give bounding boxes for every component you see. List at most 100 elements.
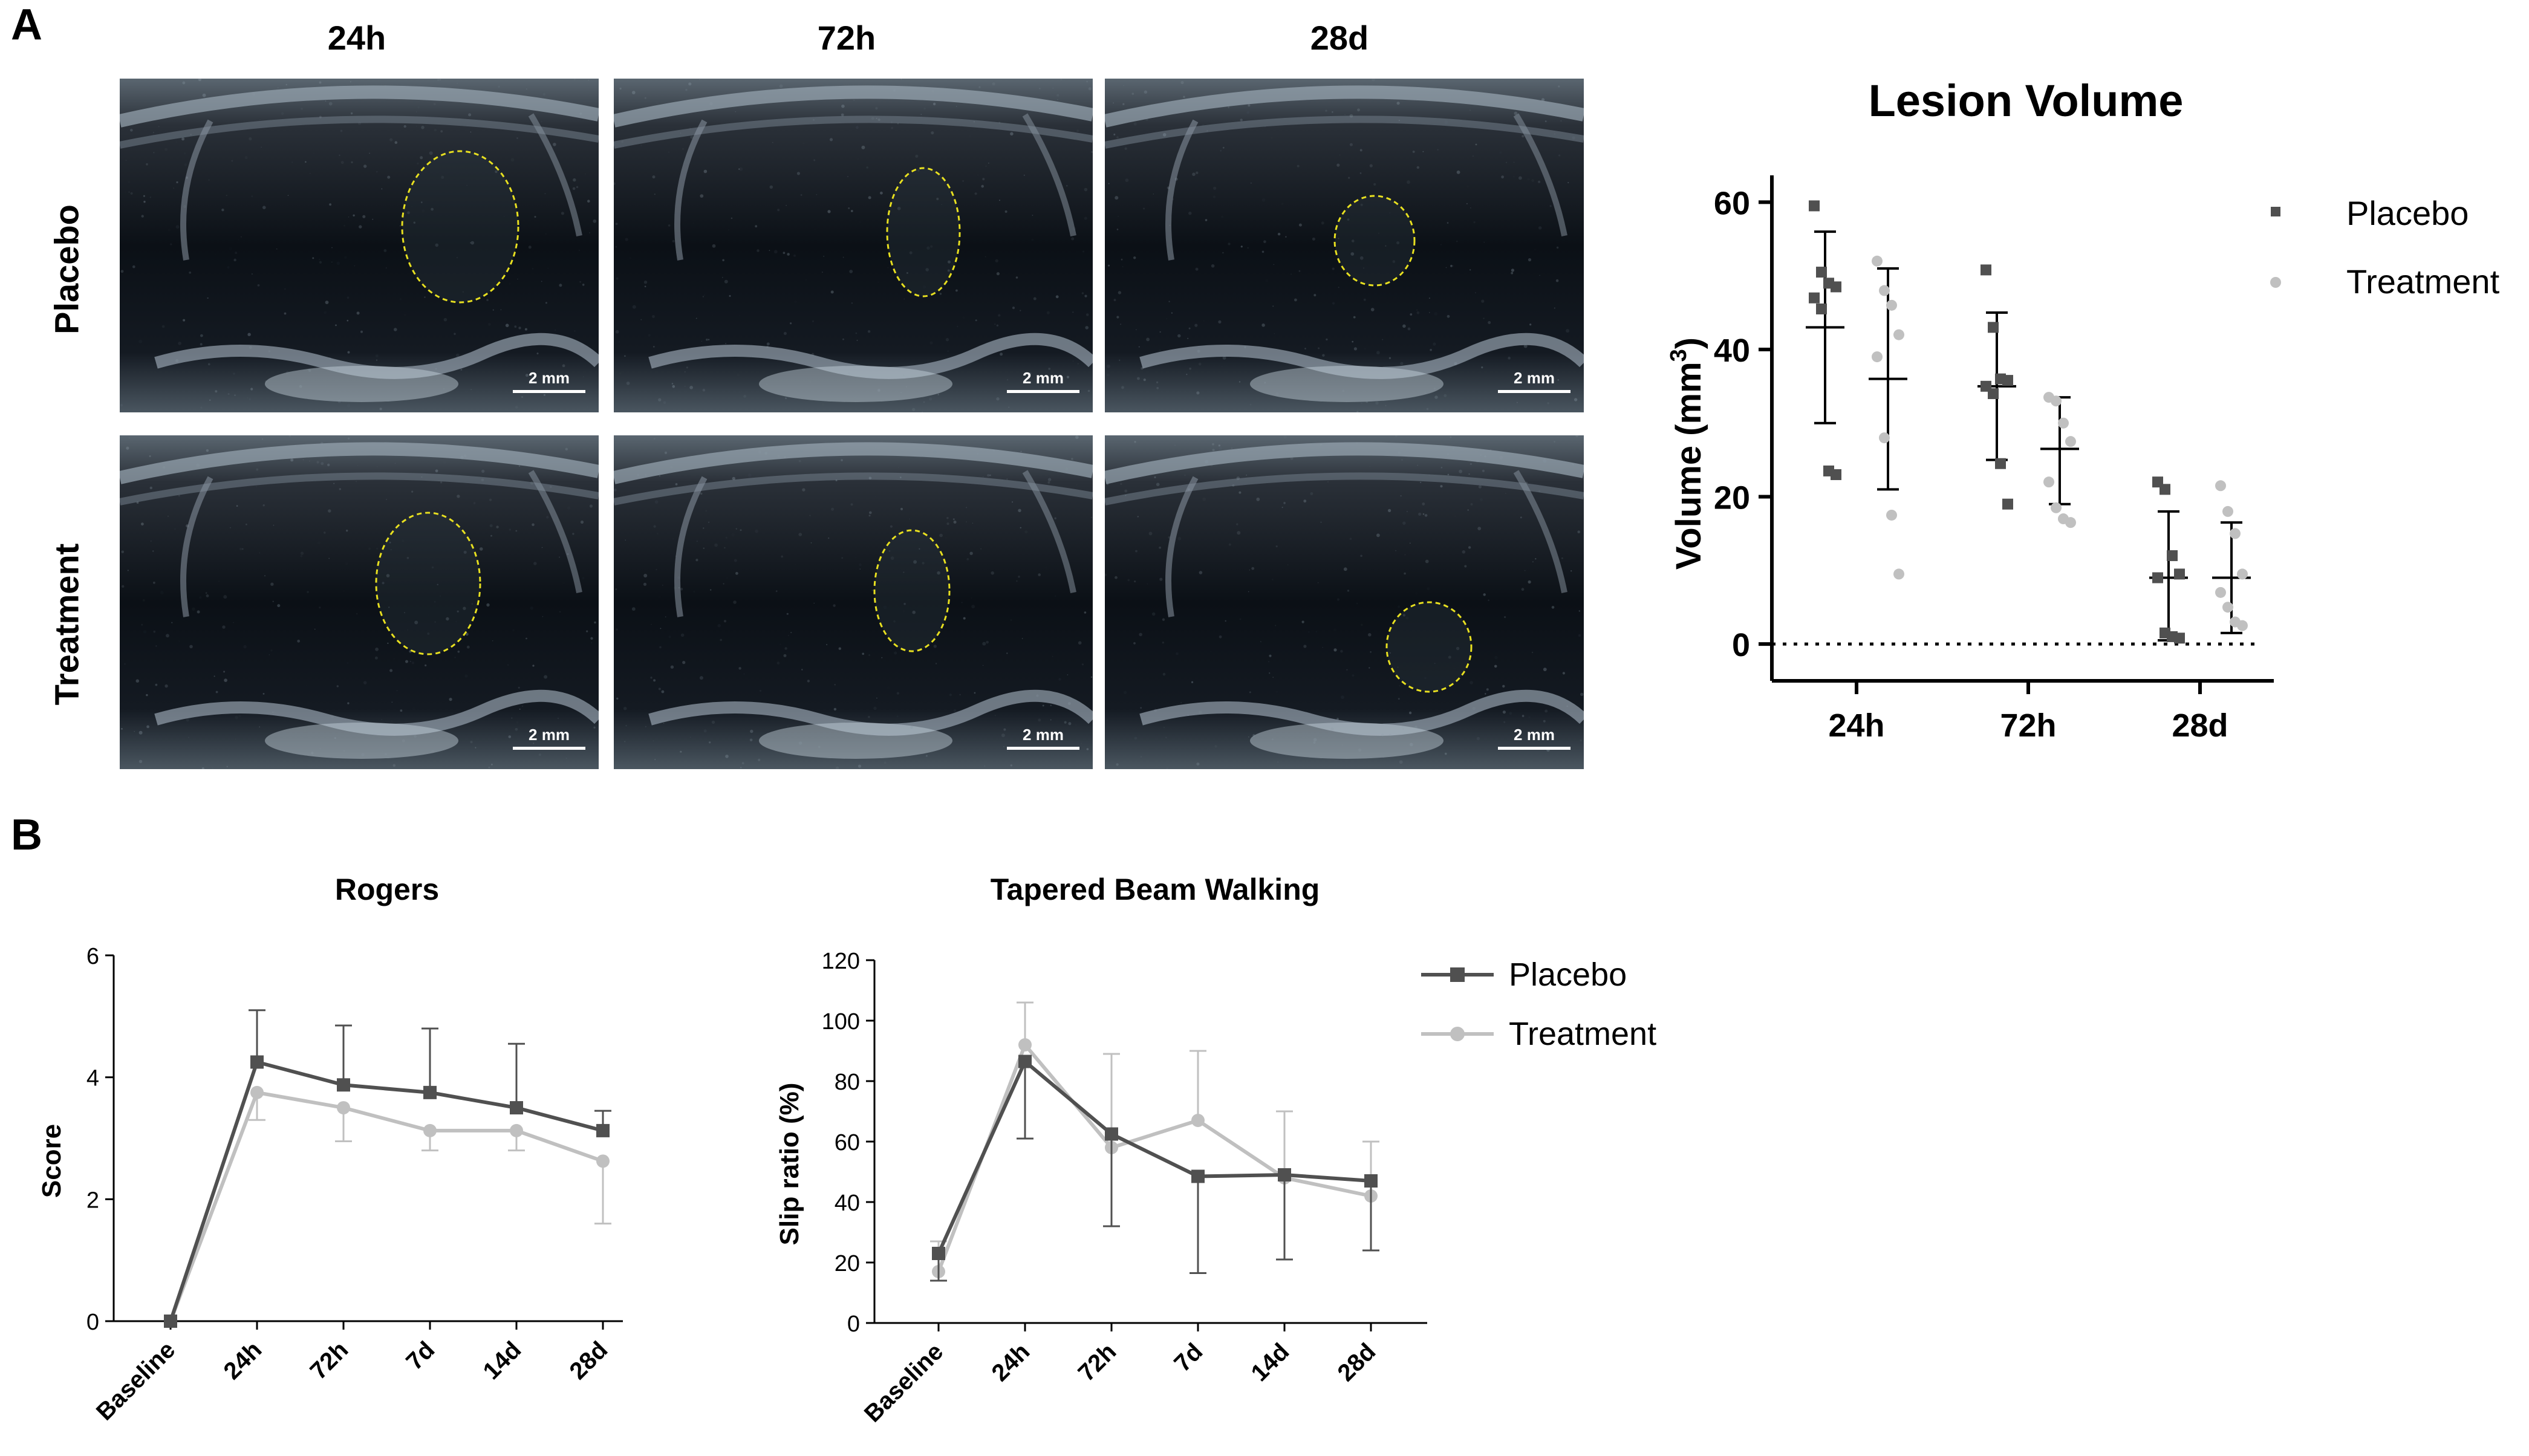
y-tick-label: 20 bbox=[835, 1251, 860, 1276]
column-header-24h: 24h bbox=[327, 19, 386, 57]
lesion-outline bbox=[401, 150, 519, 304]
rogers-chart: Rogers Score 0 2 4 6 Baseline 24h 72h 7d 14d 28d bbox=[37, 873, 623, 1426]
ultrasound-image-placebo-28d: 2 mm bbox=[1105, 79, 1584, 412]
ultrasound-image-treatment-28d: 2 mm bbox=[1105, 435, 1584, 769]
panel-b-letter: B bbox=[11, 811, 42, 859]
chart-title: Rogers bbox=[335, 873, 439, 906]
y-tick-label: 60 bbox=[835, 1130, 860, 1155]
x-tick-label: 28d bbox=[565, 1336, 613, 1385]
data-point bbox=[423, 1085, 437, 1099]
data-point bbox=[2222, 602, 2233, 613]
data-point bbox=[1988, 322, 1999, 333]
scale-bar-label: 2 mm bbox=[529, 369, 570, 387]
data-point bbox=[1816, 303, 1827, 314]
scale-bar-line bbox=[1007, 747, 1079, 750]
data-point bbox=[510, 1101, 523, 1115]
data-point bbox=[1879, 432, 1890, 444]
data-point bbox=[2237, 620, 2248, 631]
ultrasound-image-treatment-24h: 2 mm bbox=[120, 435, 599, 769]
x-tick-label: 24h bbox=[219, 1336, 267, 1385]
data-point bbox=[2152, 572, 2163, 583]
scale-bar-line bbox=[513, 390, 585, 393]
data-point bbox=[2002, 498, 2013, 510]
x-tick-label: 72h bbox=[2000, 707, 2056, 744]
scale-bar-label: 2 mm bbox=[1023, 369, 1064, 387]
legend-treatment-marker bbox=[1450, 1027, 1465, 1041]
panel-a-letter: A bbox=[11, 1, 42, 49]
chart-title: Tapered Beam Walking bbox=[991, 873, 1320, 906]
data-point bbox=[1872, 351, 1883, 363]
y-tick-label: 60 bbox=[1714, 185, 1750, 221]
data-point bbox=[337, 1078, 350, 1092]
legend-treatment-label: Treatment bbox=[1509, 1016, 1656, 1052]
x-tick-label: 28d bbox=[1333, 1338, 1381, 1386]
scale-bar: 2 mm bbox=[1007, 726, 1079, 750]
row-header-placebo: Placebo bbox=[47, 204, 86, 334]
legend-placebo-label: Placebo bbox=[2346, 194, 2469, 232]
x-tick-label: 24h bbox=[1828, 707, 1884, 744]
panel-b-legend: Placebo Treatment bbox=[1421, 957, 1656, 1052]
scale-bar: 2 mm bbox=[513, 726, 585, 750]
data-point bbox=[596, 1154, 610, 1168]
scale-bar-line bbox=[1498, 747, 1570, 750]
data-point bbox=[250, 1085, 264, 1099]
lesion-outline bbox=[886, 167, 961, 297]
x-tick-label: 7d bbox=[401, 1336, 440, 1375]
data-point bbox=[2065, 517, 2076, 528]
data-point bbox=[2174, 568, 2185, 580]
row-header-treatment: Treatment bbox=[47, 543, 86, 706]
ultrasound-image-placebo-24h: 2 mm bbox=[120, 79, 599, 412]
data-point bbox=[2222, 505, 2233, 517]
y-tick-label: 4 bbox=[86, 1066, 99, 1091]
y-tick-label: 120 bbox=[822, 949, 860, 974]
data-point bbox=[1988, 388, 1999, 400]
chart-title: Lesion Volume bbox=[1869, 76, 2184, 126]
data-point bbox=[1816, 267, 1827, 278]
x-tick-label: 14d bbox=[1246, 1338, 1295, 1386]
y-tick-label: 6 bbox=[86, 944, 99, 969]
legend-placebo-marker bbox=[2271, 207, 2280, 216]
data-point bbox=[510, 1123, 523, 1137]
tapered-beam-chart: Tapered Beam Walking Slip ratio (%) 0 20 4… bbox=[775, 873, 1427, 1428]
data-point bbox=[250, 1055, 264, 1069]
y-tick-label: 2 bbox=[86, 1188, 99, 1213]
data-point bbox=[2215, 480, 2226, 492]
data-point bbox=[1191, 1169, 1205, 1183]
x-tick-label: 72h bbox=[305, 1336, 354, 1385]
lesion-outline bbox=[873, 529, 951, 652]
data-point bbox=[1191, 1114, 1205, 1127]
legend-placebo-marker bbox=[1450, 967, 1465, 982]
data-point bbox=[2174, 632, 2185, 644]
data-point bbox=[1893, 329, 1904, 340]
lesion-volume-chart: Lesion Volume Volume (mm3) 0 20 40 60 24h 72h… bbox=[1666, 76, 2500, 744]
lesion-outline bbox=[375, 512, 481, 655]
data-point bbox=[2043, 476, 2054, 488]
scale-bar-line bbox=[513, 747, 585, 750]
scale-bar: 2 mm bbox=[1498, 726, 1570, 750]
x-tick-label: Baseline bbox=[91, 1336, 180, 1425]
data-point bbox=[1278, 1168, 1291, 1181]
legend-treatment-label: Treatment bbox=[2346, 262, 2500, 301]
series-line-placebo bbox=[169, 1059, 604, 1322]
y-tick-label: 40 bbox=[1714, 333, 1750, 369]
data-point bbox=[2051, 502, 2062, 513]
data-point bbox=[2051, 395, 2062, 407]
data-point bbox=[2167, 550, 2178, 561]
data-point bbox=[1831, 281, 1841, 293]
data-point bbox=[1364, 1174, 1378, 1188]
data-point bbox=[2160, 484, 2170, 495]
data-point bbox=[1879, 285, 1890, 296]
x-tick-label: 72h bbox=[1073, 1338, 1122, 1386]
data-point bbox=[2215, 587, 2226, 598]
lesion-outline bbox=[1385, 601, 1473, 693]
scale-bar: 2 mm bbox=[1007, 369, 1079, 393]
scale-bar-line bbox=[1498, 390, 1570, 393]
data-point bbox=[932, 1247, 945, 1260]
data-point bbox=[1809, 292, 1820, 304]
y-tick-label: 0 bbox=[1732, 627, 1750, 663]
scale-bar: 2 mm bbox=[513, 369, 585, 393]
x-tick-label: 28d bbox=[2172, 707, 2228, 744]
data-point bbox=[1831, 469, 1841, 480]
column-header-72h: 72h bbox=[817, 19, 876, 57]
scale-bar-label: 2 mm bbox=[1514, 369, 1555, 387]
